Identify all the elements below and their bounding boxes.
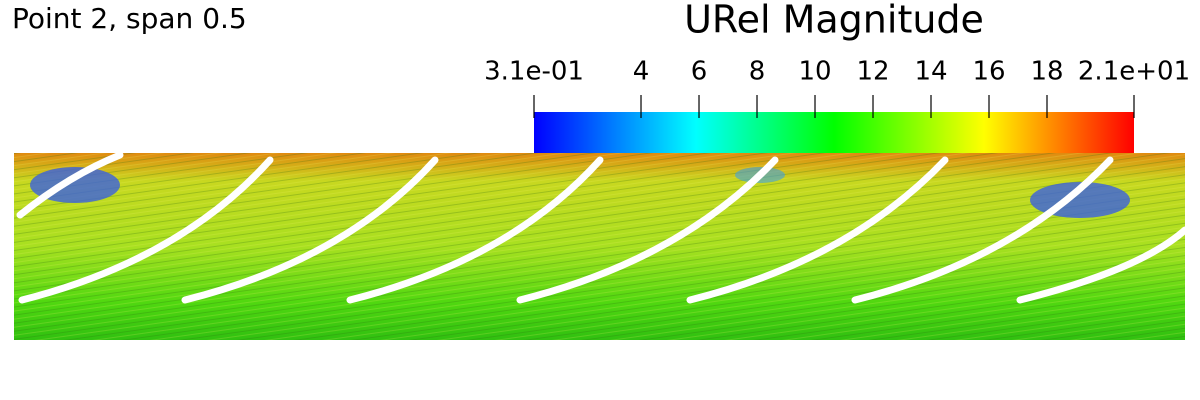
tick-label: 8	[749, 57, 766, 87]
colorbar-ticks: 3.1e-01 4 6 8 10 12 14 16 18 2.1e+01	[484, 57, 1190, 118]
tick-label: 14	[914, 57, 947, 87]
tick-label: 12	[856, 57, 889, 87]
tick-label: 4	[633, 57, 650, 87]
tick-label: 16	[972, 57, 1005, 87]
colorbar-title: URel Magnitude	[684, 0, 984, 42]
tick-label: 2.1e+01	[1078, 57, 1190, 87]
tick-label: 18	[1030, 57, 1063, 87]
flow-field	[14, 151, 1189, 340]
tick-label: 6	[691, 57, 708, 87]
tick-label: 10	[798, 57, 831, 87]
view-label: Point 2, span 0.5	[12, 2, 247, 35]
tick-label: 3.1e-01	[484, 57, 584, 87]
colorbar	[534, 112, 1134, 153]
